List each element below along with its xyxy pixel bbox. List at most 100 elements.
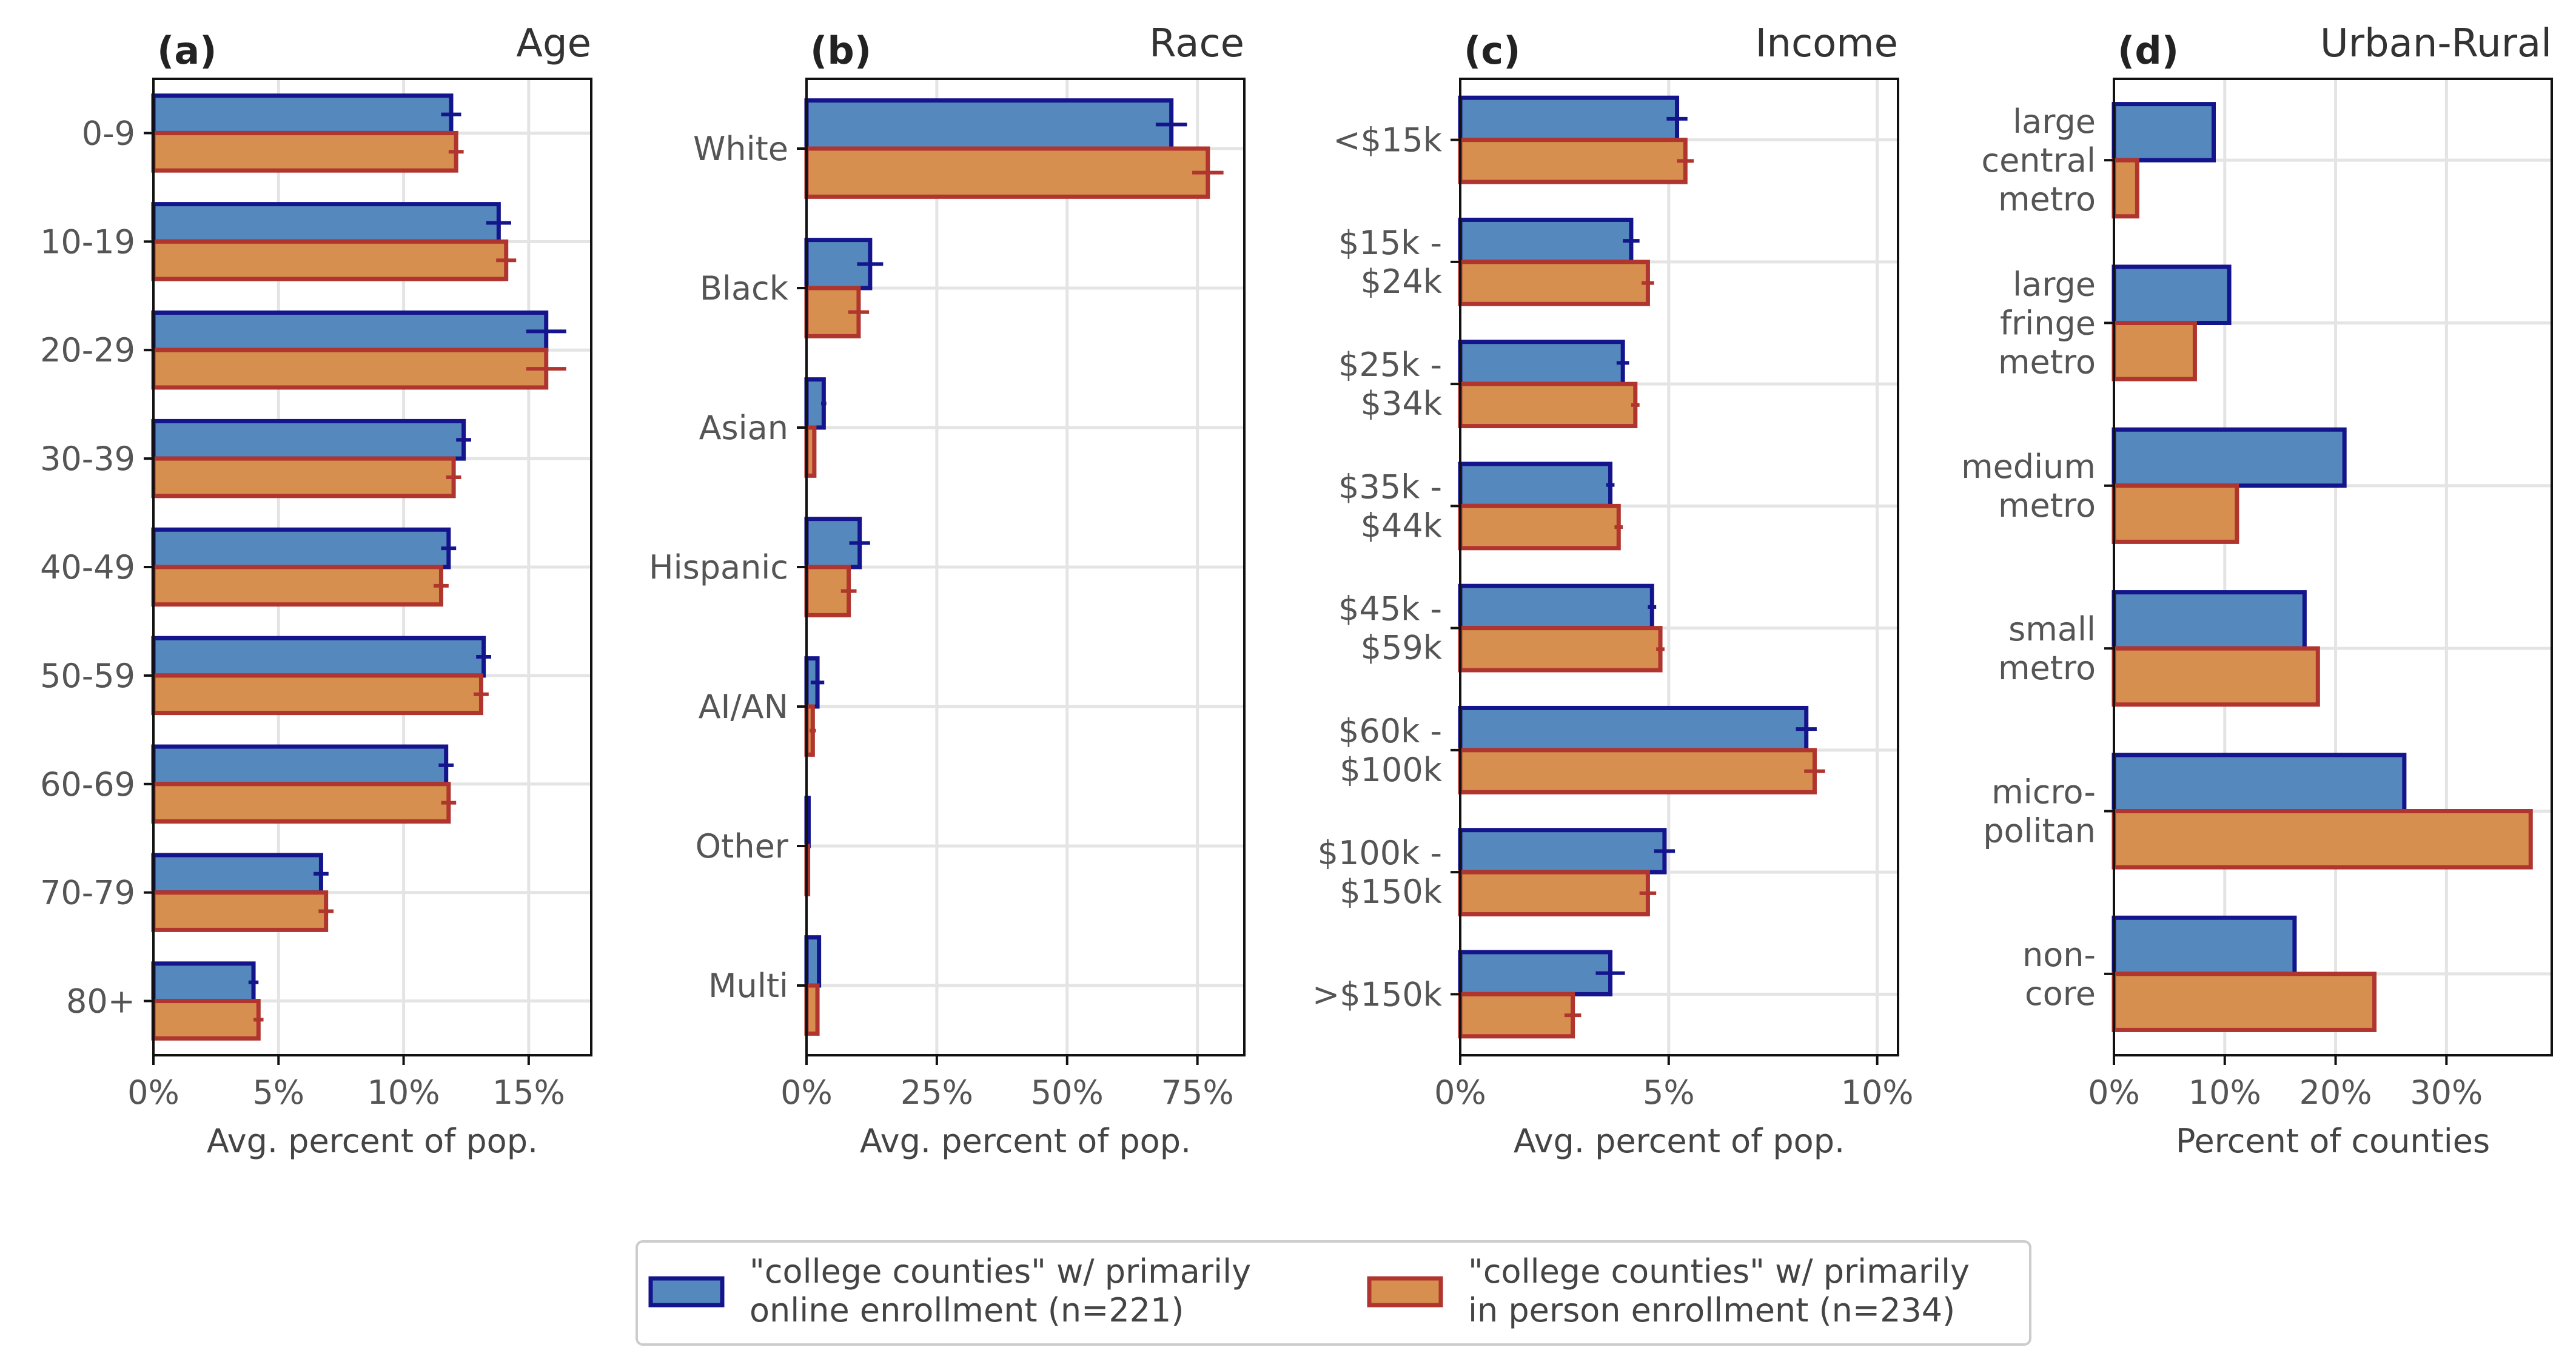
y-tick-label: <$15k	[1333, 121, 1442, 159]
panel-label: (a)	[157, 29, 217, 73]
bar-inperson	[1458, 381, 1638, 429]
y-tick-label: fringe	[2000, 304, 2096, 343]
bar-inperson	[151, 673, 483, 716]
y-tick-label: 0-9	[82, 114, 135, 152]
bar-inperson	[1458, 138, 1688, 184]
bar-online	[151, 418, 466, 461]
y-tick-label: $59k	[1361, 629, 1443, 667]
x-tick-label: 75%	[1161, 1073, 1234, 1112]
x-tick-label: 5%	[252, 1073, 304, 1112]
bar-inperson	[2111, 972, 2377, 1032]
y-tick-label: 10-19	[40, 223, 135, 261]
bar-online	[151, 853, 323, 895]
y-tick-label: Asian	[699, 409, 788, 447]
panel-d: largecentralmetrolargefringemetromediumm…	[1961, 21, 2553, 1160]
legend-frame	[636, 1240, 2031, 1346]
bar-online	[804, 98, 1174, 151]
y-tick-label: $25k -	[1338, 346, 1442, 384]
y-tick-label: $35k -	[1338, 468, 1442, 506]
y-tick-label: $44k	[1361, 506, 1443, 545]
x-tick-label: 0%	[2088, 1073, 2140, 1112]
y-tick-label: 60-69	[40, 765, 135, 804]
bar-online	[2111, 590, 2307, 651]
panel-b: White Black Asian Hispanic AI/AN Other Multi 0%…	[649, 21, 1246, 1160]
bar-online	[1458, 828, 1667, 875]
y-tick-label: metro	[1998, 180, 2096, 218]
y-tick-label: 80+	[66, 982, 135, 1021]
axes-frame	[2113, 78, 2553, 1056]
bar-inperson	[2111, 809, 2533, 870]
panel-c: <$15k $15k -$24k $25k -$34k $35k -$44k $45k …	[1312, 21, 1914, 1160]
y-tick-label: $45k -	[1338, 590, 1442, 628]
bar-inperson	[804, 146, 1210, 199]
panel-title: Age	[516, 21, 591, 66]
y-tick-label: AI/AN	[699, 688, 788, 726]
y-tick-label: non-	[2022, 936, 2096, 974]
y-tick-label: Other	[696, 827, 789, 865]
bar-inperson	[151, 890, 329, 932]
bar-inperson	[1458, 748, 1817, 794]
x-tick-label: 0%	[780, 1073, 833, 1112]
y-tick-label: metro	[1998, 649, 2096, 687]
bar-inperson	[1458, 626, 1663, 673]
y-tick-label: Black	[700, 269, 789, 307]
panel-label: (c)	[1464, 29, 1520, 73]
x-tick-label: 10%	[1841, 1073, 1914, 1112]
panel-a: 0-9 10-19 20-29 30-39 40-49 50-59 60-69 70-79 80…	[40, 21, 592, 1160]
x-axis-label: Avg. percent of pop.	[207, 1122, 538, 1160]
x-tick-label: 25%	[901, 1073, 973, 1112]
y-tick-label: large	[2013, 102, 2096, 141]
bar-online	[2111, 753, 2407, 814]
bar-online	[1458, 950, 1613, 996]
axes-frame	[1459, 78, 1899, 1056]
panel-title: Income	[1756, 21, 1899, 66]
y-tick-label: $100k -	[1318, 834, 1442, 872]
y-tick-label: 50-59	[40, 657, 135, 695]
y-tick-label: $150k	[1340, 873, 1442, 911]
x-axis-label: Percent of counties	[2176, 1122, 2490, 1160]
chart-panels: 0-9 10-19 20-29 30-39 40-49 50-59 60-69 70-79 80…	[40, 21, 2553, 1160]
x-tick-label: 15%	[492, 1073, 565, 1112]
bar-inperson	[1458, 503, 1621, 551]
y-tick-label: 40-49	[40, 548, 135, 586]
panel-label: (d)	[2118, 29, 2179, 73]
y-tick-label: $15k -	[1338, 224, 1442, 262]
y-tick-label: core	[2025, 975, 2096, 1013]
legend-swatch-online	[648, 1276, 725, 1308]
x-axis-label: Avg. percent of pop.	[860, 1122, 1191, 1160]
bar-online	[804, 935, 822, 988]
legend-label-inperson: "college counties" w/ primarily	[1468, 1252, 1970, 1291]
bar-online	[151, 961, 256, 1004]
y-tick-label: 20-29	[40, 331, 135, 369]
y-tick-label: White	[693, 130, 788, 168]
y-tick-label: $60k -	[1338, 712, 1442, 750]
bar-inperson	[151, 348, 549, 390]
y-tick-label: $100k	[1340, 751, 1442, 789]
bar-online	[1458, 462, 1613, 508]
bar-online	[2111, 427, 2347, 488]
x-tick-label: 5%	[1643, 1073, 1695, 1112]
bar-online	[151, 93, 454, 135]
bar-online	[151, 744, 449, 787]
bar-inperson	[2111, 158, 2139, 219]
bar-inperson	[151, 999, 261, 1041]
legend-label-inperson: in person enrollment (n=234)	[1468, 1291, 1955, 1329]
y-tick-label: Hispanic	[649, 548, 788, 586]
x-tick-label: 20%	[2299, 1073, 2372, 1112]
bar-online	[151, 527, 451, 569]
bar-online	[1458, 705, 1809, 753]
bar-online	[2111, 102, 2216, 163]
x-tick-label: 0%	[1434, 1073, 1486, 1112]
bar-inperson	[151, 239, 509, 281]
x-tick-label: 10%	[2189, 1073, 2261, 1112]
x-tick-label: 50%	[1031, 1073, 1104, 1112]
bar-inperson	[1458, 870, 1650, 917]
bar-inperson	[1458, 260, 1650, 306]
panel-title: Urban-Rural	[2320, 21, 2552, 66]
y-tick-label: micro-	[1991, 773, 2096, 811]
bar-online	[1458, 217, 1634, 264]
bar-inperson	[151, 130, 458, 173]
legend-swatch-inperson	[1367, 1276, 1443, 1308]
